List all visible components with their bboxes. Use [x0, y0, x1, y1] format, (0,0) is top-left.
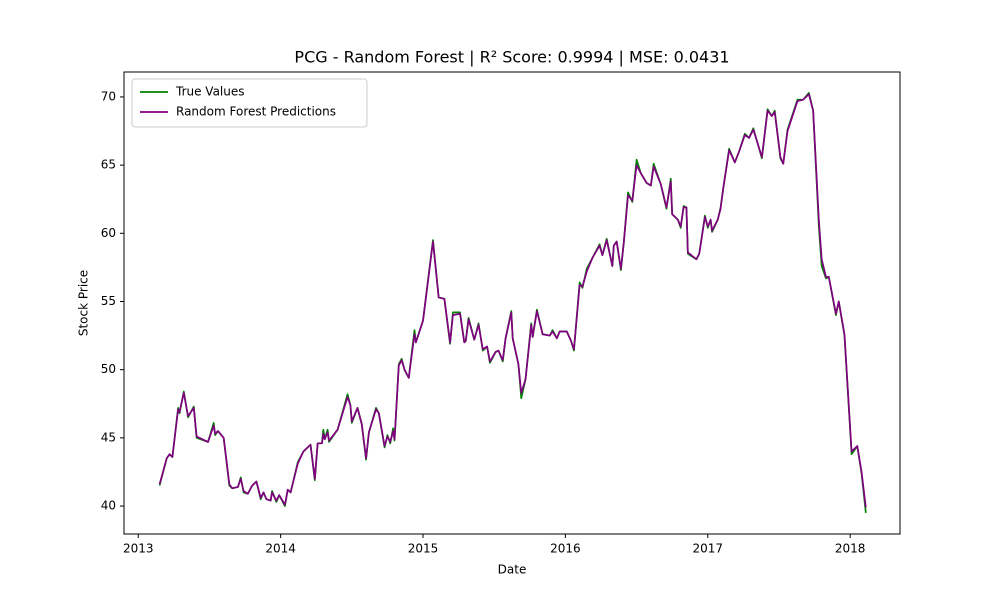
plot-frame	[123, 71, 901, 535]
series-line	[158, 93, 867, 508]
x-tick-label: 2016	[550, 542, 581, 556]
x-tick-label: 2017	[693, 542, 724, 556]
legend-box	[131, 78, 368, 128]
x-tick-label: 2014	[265, 542, 296, 556]
y-axis-label: Stock Price	[77, 270, 91, 336]
x-axis-label: Date	[498, 563, 527, 577]
legend-label: True Values	[175, 85, 245, 99]
y-tick-label: 50	[101, 362, 116, 376]
y-tick-label: 70	[101, 89, 116, 103]
x-tick-label: 2018	[835, 542, 866, 556]
y-tick-label: 55	[101, 294, 116, 308]
chart-title: PCG - Random Forest | R² Score: 0.9994 |…	[294, 48, 729, 67]
y-tick-label: 65	[101, 158, 116, 172]
x-tick-label: 2013	[123, 542, 154, 556]
y-tick-label: 60	[101, 226, 116, 240]
x-tick-label: 2015	[408, 542, 439, 556]
y-tick-label: 40	[101, 499, 116, 513]
legend-label: Random Forest Predictions	[176, 105, 336, 119]
y-tick-label: 45	[101, 430, 116, 444]
